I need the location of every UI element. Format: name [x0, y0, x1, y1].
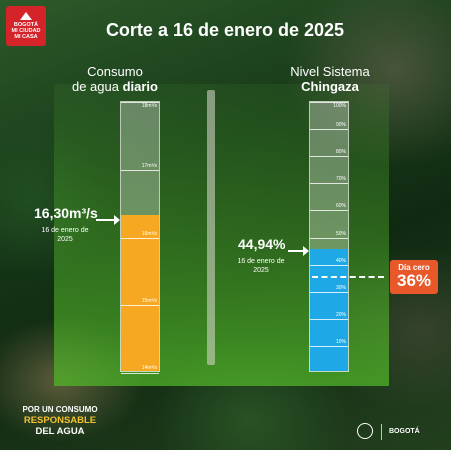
footer-separator — [381, 424, 382, 440]
consumption-value: 16,30m³/s — [34, 205, 98, 221]
level-tick-line — [310, 318, 348, 320]
left-heading: Consumo de agua diario — [55, 64, 175, 94]
level-tick-line — [310, 291, 348, 293]
page-title: Corte a 16 de enero de 2025 — [105, 20, 345, 40]
level-fill-bar — [310, 249, 348, 371]
level-tick-label: 90% — [335, 122, 346, 129]
level-tick-line — [310, 102, 348, 103]
level-tick-label: 80% — [335, 149, 346, 156]
consumption-arrow-icon — [96, 215, 120, 225]
consumption-tube: 18m³/s 17m³/s 16m³/s 15m³/s 14m³/s — [120, 101, 160, 374]
consumption-tick-label: 18m³/s — [141, 103, 157, 109]
left-heading-bold: diario — [122, 79, 158, 94]
level-tick-label: 40% — [335, 257, 346, 264]
level-tick-line — [310, 345, 348, 347]
level-tick-line — [310, 210, 348, 212]
day-zero-threshold-line — [312, 276, 384, 278]
level-tick-label: 20% — [335, 311, 346, 318]
center-divider — [207, 90, 215, 365]
slogan-line1: POR UN CONSUMO — [22, 405, 98, 414]
level-tick-label: 10% — [335, 338, 346, 345]
level-tick-line — [310, 264, 348, 266]
level-tick-label: 70% — [335, 176, 346, 183]
level-tick-line — [310, 183, 348, 185]
level-tick-line — [310, 129, 348, 131]
left-heading-line1: Consumo — [87, 64, 143, 79]
level-tube: 100% 90% 80% 70% 60% 50% 40% 30% 20% 10% — [309, 101, 349, 372]
consumption-tick-label: 17m³/s — [141, 162, 157, 169]
right-heading: Nivel Sistema Chingaza — [270, 64, 390, 94]
consumption-tick-label: 14m³/s — [141, 365, 157, 371]
consumption-tick-line — [121, 305, 159, 307]
day-zero-value: 36% — [396, 271, 432, 290]
day-zero-label: Día cero — [398, 263, 430, 272]
left-heading-plain: de agua — [71, 79, 123, 94]
bogota-logo-badge: BOGOTÁ MI CIUDAD MI CASA — [6, 6, 46, 46]
consumption-tick-line — [121, 237, 159, 239]
day-zero-badge: Día cero 36% — [390, 260, 438, 294]
level-tick-label: 100% — [333, 103, 346, 109]
level-tick-label: 30% — [335, 284, 346, 291]
right-heading-bold: Chingaza — [301, 79, 359, 94]
logo-line-3: MI CASA — [14, 34, 38, 40]
consumption-tick-line — [121, 373, 159, 374]
slogan-line3: DEL AGUA — [35, 426, 85, 437]
bogota-footer-logo: BOGOTÁ — [389, 428, 420, 435]
consumption-tick-line — [121, 169, 159, 171]
consumption-tick-label: 15m³/s — [141, 298, 157, 305]
slogan: POR UN CONSUMO RESPONSABLE DEL AGUA — [8, 404, 112, 437]
logo-triangle-icon — [20, 12, 32, 20]
level-tick-line — [310, 237, 348, 239]
level-value: 44,94% — [238, 236, 286, 252]
consumption-date: 16 de enero de 2025 — [41, 227, 89, 243]
level-date: 16 de enero de 2025 — [237, 258, 285, 274]
level-tick-line — [310, 156, 348, 158]
level-tick-label: 50% — [335, 230, 346, 237]
level-tick-label: 60% — [335, 203, 346, 210]
logo-line-2: MI CIUDAD — [11, 28, 41, 34]
alcaldia-seal-icon — [357, 423, 373, 439]
level-arrow-icon — [288, 246, 309, 256]
right-heading-line1: Nivel Sistema — [290, 64, 370, 79]
consumption-fill-bar — [121, 215, 159, 371]
logo-line-1: BOGOTÁ — [13, 22, 39, 28]
consumption-tick-line — [121, 102, 159, 103]
slogan-line2: RESPONSABLE — [23, 415, 97, 426]
consumption-tick-label: 16m³/s — [141, 230, 157, 237]
